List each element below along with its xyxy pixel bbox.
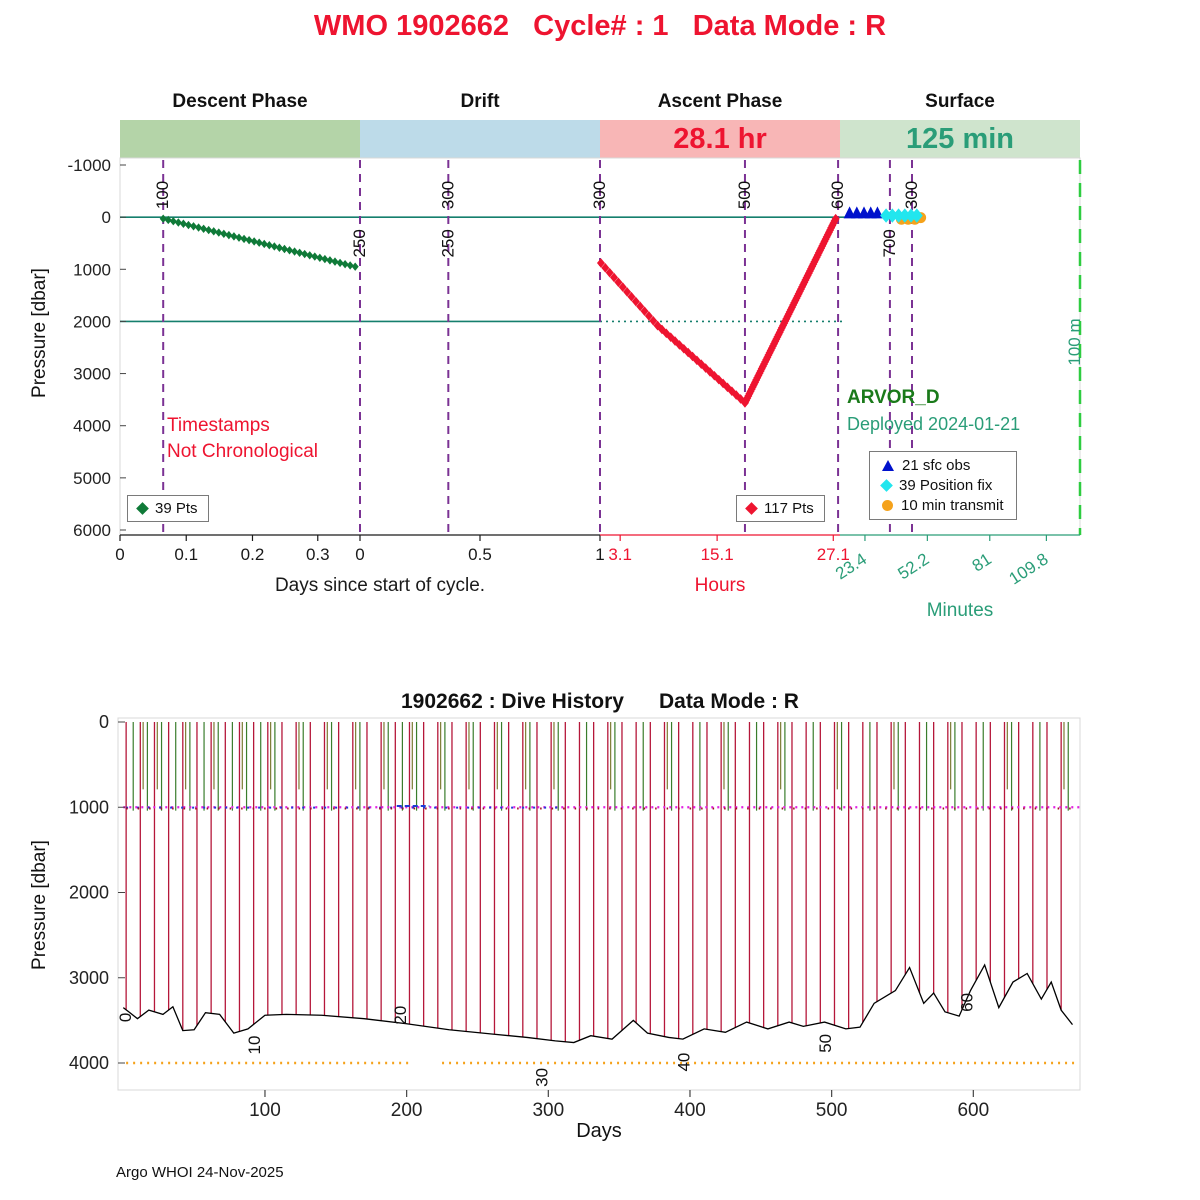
phase-band-ascent: 28.1 hr [600,120,840,158]
bottom-xlabel: Days [576,1120,622,1142]
svg-text:100: 100 [249,1100,281,1121]
svg-text:600: 600 [957,1100,989,1121]
legend-descent-label: 39 Pts [155,500,198,517]
svg-text:0.3: 0.3 [306,545,330,564]
svg-text:3.1: 3.1 [608,545,632,564]
ascent-diamond-icon [745,502,758,515]
svg-text:1000: 1000 [73,260,111,279]
top-xlabel-minutes: Minutes [926,600,994,621]
legend-row-transmit: 10 min transmit [882,497,1004,514]
svg-text:10: 10 [245,1036,264,1055]
svg-text:0.2: 0.2 [241,545,265,564]
svg-text:4000: 4000 [73,417,111,436]
phase-band-drift [360,120,600,158]
figure-title: WMO 1902662 Cycle# : 1 Data Mode : R [313,10,887,42]
descent-diamond-icon [136,502,149,515]
svg-text:52.2: 52.2 [894,549,932,583]
svg-text:700: 700 [880,229,899,257]
top-xlabel-hours: Hours [694,575,746,596]
phase-band-descent [120,120,360,158]
bottom-ylabel: Pressure [dbar] [29,840,50,970]
svg-text:1: 1 [595,545,604,564]
top-xlabel-days: Days since start of cycle. [274,575,486,596]
timestamps-warning: Timestamps Not Chronological [167,413,318,465]
svg-text:0.1: 0.1 [174,545,198,564]
legend-surface: 21 sfc obs 39 Position fix 10 min transm… [869,451,1017,520]
svg-text:100: 100 [153,181,172,209]
legend-position-fix-label: 39 Position fix [899,477,993,494]
svg-text:81: 81 [969,549,995,575]
svg-text:20: 20 [391,1006,410,1025]
dive-history-title: 1902662 : Dive History Data Mode : R [401,690,799,713]
svg-text:300: 300 [438,181,457,209]
svg-text:500: 500 [816,1100,848,1121]
sfc-obs-triangle-icon [882,460,894,471]
svg-text:0: 0 [99,712,109,732]
svg-text:0: 0 [115,545,124,564]
footer-credit: Argo WHOI 24-Nov-2025 [116,1164,284,1181]
svg-text:2000: 2000 [73,312,111,331]
timestamps-warning-line1: Timestamps [167,415,270,436]
svg-text:15.1: 15.1 [701,545,734,564]
svg-text:1000: 1000 [69,797,109,817]
svg-text:400: 400 [674,1100,706,1121]
phase-label-descent: Descent Phase [172,91,308,112]
phase-label-ascent: Ascent Phase [657,91,783,112]
svg-text:2000: 2000 [69,883,109,903]
transmit-circle-icon [882,500,893,511]
svg-text:500: 500 [735,181,754,209]
svg-text:109.8: 109.8 [1006,549,1052,588]
surface-line-label: 100 m [1065,318,1084,366]
svg-text:40: 40 [674,1053,693,1072]
svg-text:250: 250 [350,229,369,257]
svg-text:3000: 3000 [69,968,109,988]
top-ylabel: Pressure [dbar] [29,268,50,398]
legend-descent-points: 39 Pts [127,495,209,522]
legend-ascent-points: 117 Pts [736,495,825,522]
svg-text:0: 0 [116,1013,135,1022]
svg-text:3000: 3000 [73,365,111,384]
float-model-label: ARVOR_D [847,387,940,408]
svg-text:0.5: 0.5 [468,545,492,564]
surface-duration-annotation: 125 min [906,122,1014,155]
deployed-date-label: Deployed 2024-01-21 [847,414,1021,434]
legend-sfc-obs-label: 21 sfc obs [902,457,971,474]
phase-band-surface: 125 min [840,120,1080,158]
svg-text:4000: 4000 [69,1053,109,1073]
svg-text:-1000: -1000 [68,156,111,175]
position-fix-diamond-icon [880,479,893,492]
legend-row-position-fix: 39 Position fix [880,477,993,494]
phase-label-drift: Drift [460,91,500,112]
svg-text:60: 60 [958,993,977,1012]
svg-text:30: 30 [533,1068,552,1087]
svg-text:0: 0 [355,545,364,564]
phase-label-surface: Surface [925,91,995,112]
svg-text:6000: 6000 [73,521,111,540]
svg-text:0: 0 [102,208,111,227]
legend-transmit-label: 10 min transmit [901,497,1004,514]
svg-text:250: 250 [438,229,457,257]
svg-text:50: 50 [816,1034,835,1053]
svg-text:600: 600 [828,181,847,209]
svg-text:5000: 5000 [73,469,111,488]
svg-text:300: 300 [532,1100,564,1121]
svg-text:27.1: 27.1 [817,545,850,564]
legend-row-sfc-obs: 21 sfc obs [882,457,970,474]
svg-text:200: 200 [391,1100,423,1121]
timestamps-warning-line2: Not Chronological [167,441,319,462]
svg-text:300: 300 [590,181,609,209]
ascent-duration-annotation: 28.1 hr [673,122,767,155]
svg-text:300: 300 [902,181,921,209]
legend-ascent-label: 117 Pts [764,500,814,517]
